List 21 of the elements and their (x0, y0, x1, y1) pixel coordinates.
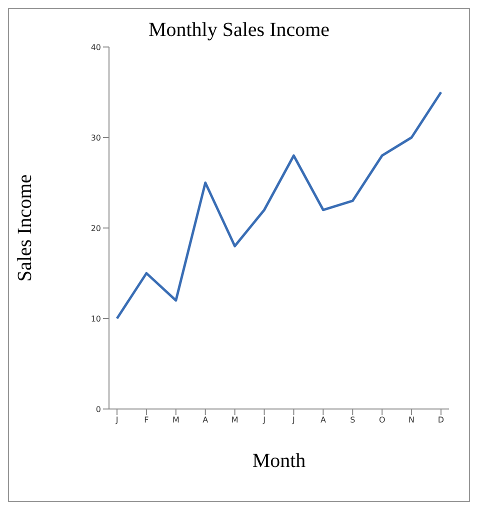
x-tick-label: D (438, 416, 444, 425)
x-tick-label: J (262, 416, 266, 425)
y-tick-label: 30 (90, 133, 101, 142)
x-tick-label: M (231, 416, 238, 425)
y-tick-label: 10 (90, 314, 101, 324)
y-axis-title: Sales Income (14, 174, 36, 282)
x-tick-label: O (378, 416, 386, 425)
x-axis-title: Month (252, 450, 306, 472)
x-tick-label: A (320, 416, 326, 425)
x-tick-label: F (144, 416, 150, 425)
y-tick-label: 0 (96, 404, 101, 414)
x-tick-label: A (202, 416, 209, 425)
x-tick-label: S (350, 416, 356, 425)
line-series (116, 91, 442, 320)
x-tick-label: J (292, 416, 295, 425)
x-tick-label: N (408, 416, 415, 425)
chart-title: Monthly Sales Income (147, 19, 331, 42)
x-tick-label: J (114, 416, 118, 425)
y-tick-label: 20 (90, 224, 101, 233)
x-tick-label: M (172, 416, 180, 425)
y-tick-label: 40 (90, 42, 101, 52)
